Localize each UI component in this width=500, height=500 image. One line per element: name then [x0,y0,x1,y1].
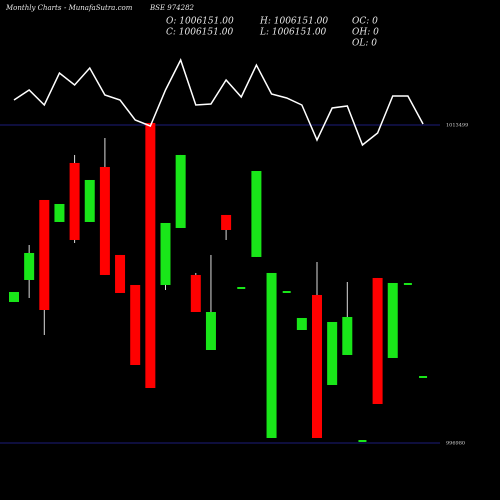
y-tick-label: 996980 [446,441,465,447]
candle-body [266,272,277,438]
indicator-line [13,58,424,147]
candle-body [342,316,353,355]
chart-title: Monthly Charts [5,4,62,12]
candle-body [221,214,232,230]
candle-body [69,162,80,240]
ohlc-label: OL: 0 [352,39,377,49]
y-tick-label: 1013499 [446,123,468,129]
candle-body [251,170,262,257]
site-name: - MunafaSutra.com [64,4,133,12]
candle-body [312,294,322,438]
candle-body [9,291,19,302]
candle-body [39,199,50,310]
ohlc-label: C: 1006151.00 [166,28,233,38]
candle-body [24,252,35,280]
ohlc-label: O: 1006151.00 [166,17,234,27]
candle-body [99,166,110,275]
candle-body [84,179,95,222]
ohlc-label: L: 1006151.00 [259,28,327,38]
candle-body [296,317,307,330]
candle-body [54,203,65,222]
candle-body [145,122,156,389]
candle-body [130,284,141,365]
candle-body [175,154,186,228]
ohlc-label: H: 1006151.00 [259,17,328,27]
candle-body [160,222,171,285]
candle-body [387,282,398,358]
candle-body [372,277,383,404]
ohlc-label: OC: 0 [352,17,378,27]
candle-body [115,254,126,293]
candle-body [327,321,338,385]
ohlc-label: OH: 0 [352,28,379,38]
candle-body [190,274,201,312]
symbol: BSE 974282 [149,4,195,12]
candle-body [205,311,216,351]
